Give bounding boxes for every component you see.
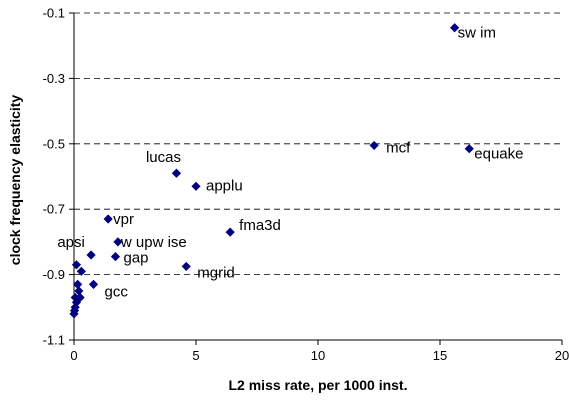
y-tick-label: -0.3: [43, 71, 65, 86]
x-axis-ticks: 0 5 10 15 20: [70, 340, 569, 363]
x-tick-label: 5: [192, 348, 199, 363]
data-label: w upw ise: [120, 234, 187, 251]
data-label: gap: [123, 250, 148, 267]
data-point: [110, 252, 121, 262]
data-point: [191, 181, 201, 191]
data-label: fma3d: [239, 217, 281, 234]
data-points: [69, 23, 474, 319]
x-tick-label: 20: [555, 348, 569, 363]
y-tick-label: -0.7: [43, 202, 65, 217]
data-label: applu: [206, 177, 243, 194]
data-point: [113, 237, 123, 247]
data-point: [71, 297, 82, 307]
data-point: [464, 144, 474, 154]
data-point: [70, 292, 80, 303]
y-tick-label: -1.1: [43, 333, 65, 348]
data-label: mgrid: [197, 264, 235, 281]
data-label: mcf: [386, 139, 411, 156]
y-tick-label: -0.1: [43, 6, 65, 21]
data-point: [103, 214, 113, 224]
data-point: [181, 261, 191, 272]
data-point: [88, 279, 99, 290]
axes: [73, 13, 562, 341]
x-tick-label: 10: [311, 348, 325, 363]
data-point: [71, 260, 82, 270]
data-point: [450, 23, 460, 33]
data-label: vpr: [113, 211, 134, 228]
x-tick-label: 15: [433, 348, 447, 363]
y-axis-ticks: -1.1 -0.9 -0.7 -0.5 -0.3 -0.1: [43, 6, 74, 348]
x-tick-label: 0: [70, 348, 77, 363]
data-point: [76, 266, 86, 276]
data-point: [369, 140, 379, 151]
y-axis-title: clock frequency elasticity: [7, 95, 23, 266]
data-label: lucas: [146, 149, 181, 166]
data-labels: sw im mcf equake lucas applu fma3d vpr w upw is…: [57, 25, 523, 301]
y-tick-label: -0.5: [43, 136, 65, 151]
data-label: apsi: [57, 234, 85, 251]
data-point: [225, 227, 235, 237]
x-axis-title: L2 miss rate, per 1000 inst.: [229, 377, 408, 393]
data-point: [74, 286, 84, 296]
data-label: equake: [474, 146, 523, 163]
data-point: [73, 279, 83, 290]
gridlines: [74, 12, 562, 276]
data-label: sw im: [458, 25, 496, 42]
data-label: gcc: [105, 283, 129, 300]
data-point: [69, 309, 79, 319]
y-tick-label: -0.9: [43, 267, 65, 282]
data-point: [171, 168, 182, 178]
data-point: [75, 292, 85, 303]
data-point: [86, 250, 96, 260]
